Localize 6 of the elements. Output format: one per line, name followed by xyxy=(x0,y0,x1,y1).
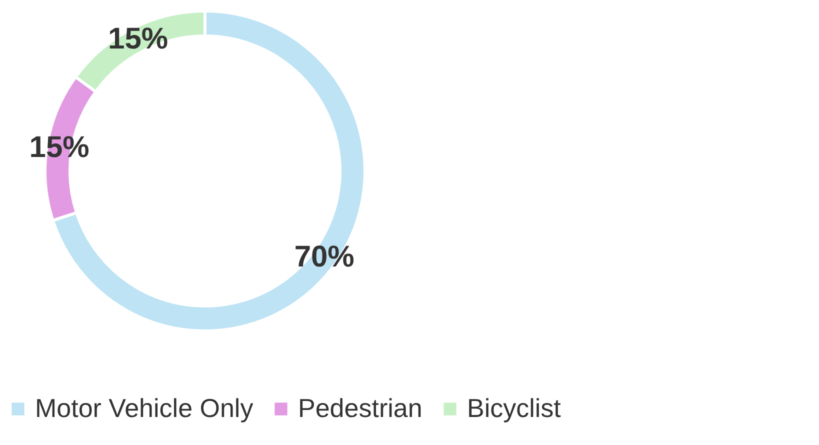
data-label: 15% xyxy=(108,22,168,56)
legend-label: Bicyclist xyxy=(467,393,562,423)
legend-label: Pedestrian xyxy=(298,393,422,423)
legend-label: Motor Vehicle Only xyxy=(35,393,254,423)
data-label: 15% xyxy=(29,130,90,164)
data-label: 70% xyxy=(294,240,354,274)
